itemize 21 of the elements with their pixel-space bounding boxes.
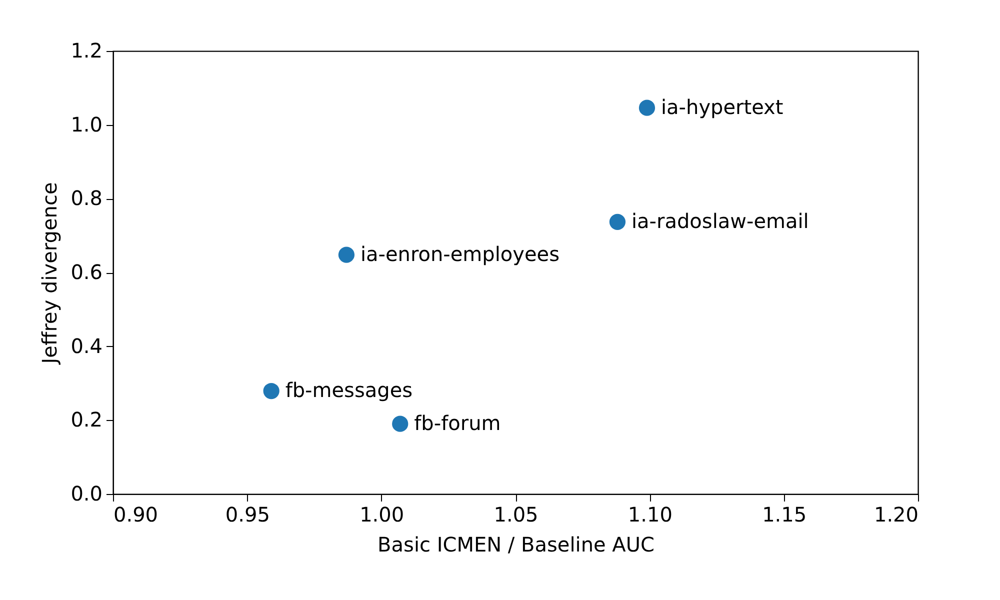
y-axis-title: Jeffrey divergence — [38, 182, 62, 366]
x-tick-label: 0.95 — [225, 502, 270, 526]
y-tick-label: 1.2 — [70, 38, 102, 62]
annotation: ia-hypertext — [660, 94, 784, 119]
x-tick-label: 1.00 — [360, 502, 404, 526]
annotation: fb-forum — [414, 410, 501, 435]
x-tick-label: 0.90 — [114, 502, 158, 526]
x-axis-title: Basic ICMEN / Baseline AUC — [378, 532, 654, 556]
y-tick-label: 1.0 — [70, 112, 102, 136]
annotation: fb-messages — [285, 378, 413, 402]
y-tick-label: 0.8 — [70, 186, 102, 210]
annotation: ia-radoslaw-email — [631, 208, 809, 233]
y-tick-label: 0.2 — [70, 408, 102, 432]
y-tick-label: 0.0 — [70, 482, 102, 506]
x-tick-label: 1.10 — [628, 502, 672, 526]
x-tick-label: 1.20 — [874, 502, 918, 526]
y-tick-label: 0.4 — [70, 334, 102, 358]
y-tick-label: 0.6 — [70, 260, 102, 284]
x-tick-label: 1.05 — [494, 502, 538, 526]
annotation: ia-enron-employees — [360, 242, 560, 266]
x-tick-label: 1.15 — [762, 502, 807, 526]
